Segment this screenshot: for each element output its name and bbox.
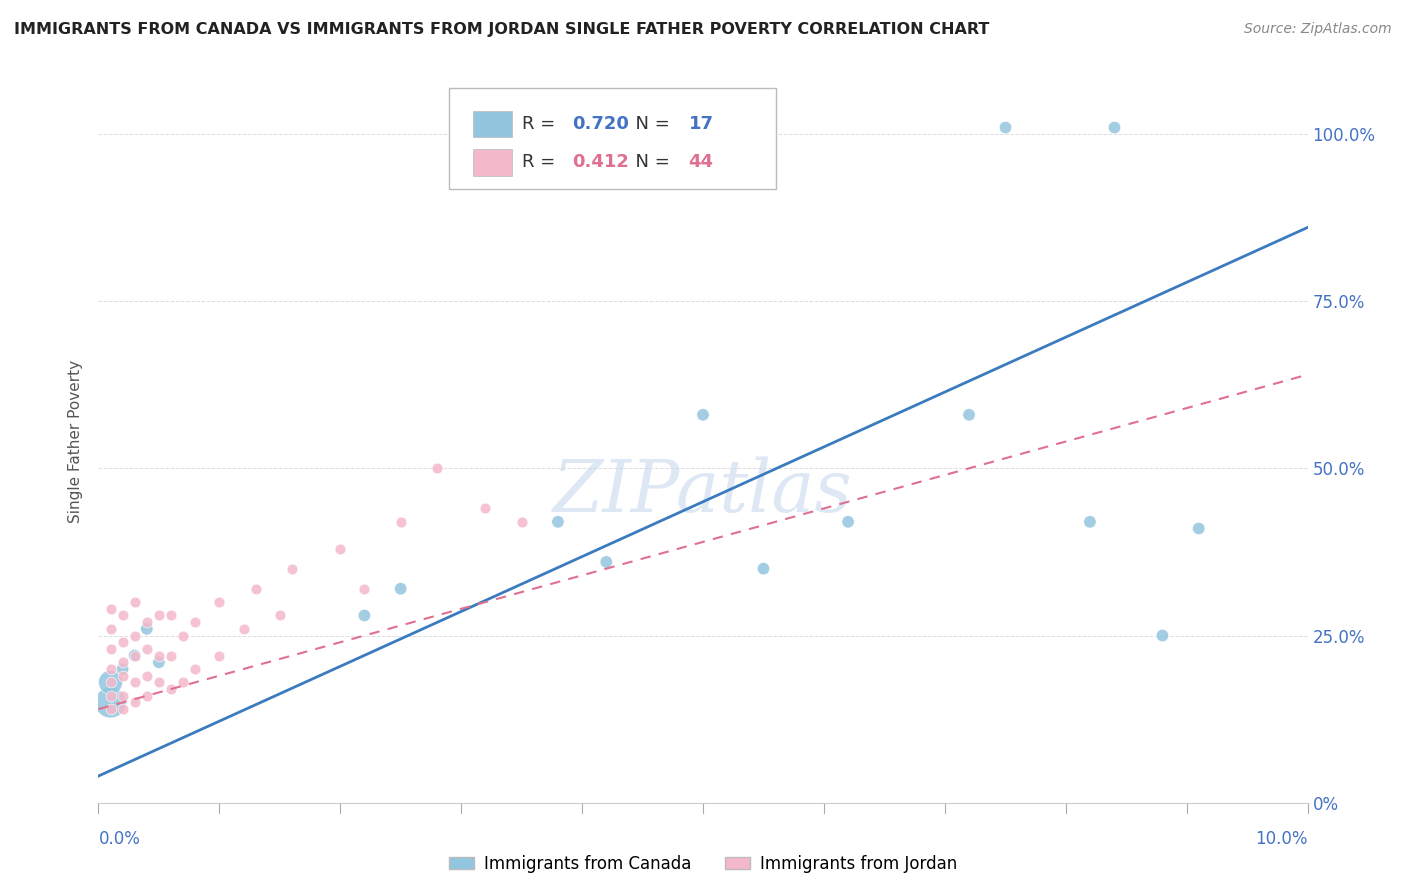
Point bbox=[172, 675, 194, 690]
Point bbox=[135, 622, 157, 636]
Text: 0.412: 0.412 bbox=[572, 153, 630, 171]
Point bbox=[547, 515, 569, 529]
Point bbox=[135, 669, 157, 683]
Point bbox=[389, 582, 412, 596]
Point bbox=[124, 595, 146, 609]
Text: Source: ZipAtlas.com: Source: ZipAtlas.com bbox=[1244, 22, 1392, 37]
FancyBboxPatch shape bbox=[449, 87, 776, 189]
Point bbox=[124, 648, 146, 663]
Text: 44: 44 bbox=[689, 153, 713, 171]
Point bbox=[389, 515, 412, 529]
Point bbox=[111, 669, 134, 683]
Point bbox=[232, 622, 254, 636]
Point bbox=[100, 689, 122, 703]
Point bbox=[595, 555, 617, 569]
Point bbox=[124, 628, 146, 642]
FancyBboxPatch shape bbox=[474, 112, 512, 137]
Point bbox=[111, 702, 134, 716]
Point bbox=[1188, 521, 1211, 535]
Point bbox=[100, 642, 122, 657]
Point bbox=[124, 648, 146, 663]
Text: 10.0%: 10.0% bbox=[1256, 830, 1308, 847]
Point bbox=[100, 675, 122, 690]
Point bbox=[994, 120, 1017, 135]
Point bbox=[837, 515, 859, 529]
Point bbox=[281, 562, 304, 576]
Legend: Immigrants from Canada, Immigrants from Jordan: Immigrants from Canada, Immigrants from … bbox=[443, 848, 963, 880]
Point bbox=[100, 622, 122, 636]
Text: R =: R = bbox=[522, 153, 561, 171]
Point bbox=[426, 461, 449, 475]
Text: N =: N = bbox=[624, 153, 676, 171]
Text: 0.0%: 0.0% bbox=[98, 830, 141, 847]
Point bbox=[111, 655, 134, 669]
Point bbox=[184, 662, 207, 676]
Point bbox=[148, 648, 170, 663]
Text: R =: R = bbox=[522, 115, 561, 133]
Text: IMMIGRANTS FROM CANADA VS IMMIGRANTS FROM JORDAN SINGLE FATHER POVERTY CORRELATI: IMMIGRANTS FROM CANADA VS IMMIGRANTS FRO… bbox=[14, 22, 990, 37]
Text: ZIPatlas: ZIPatlas bbox=[553, 457, 853, 527]
Point bbox=[100, 602, 122, 616]
Point bbox=[160, 648, 183, 663]
Point bbox=[124, 675, 146, 690]
Point bbox=[111, 662, 134, 676]
Point bbox=[245, 582, 267, 596]
Point bbox=[353, 582, 375, 596]
Point bbox=[1152, 628, 1174, 642]
Text: 0.720: 0.720 bbox=[572, 115, 630, 133]
Text: 17: 17 bbox=[689, 115, 713, 133]
Point bbox=[100, 675, 122, 690]
Point bbox=[172, 628, 194, 642]
Point bbox=[1102, 120, 1125, 135]
Point bbox=[148, 655, 170, 669]
Point bbox=[111, 689, 134, 703]
Point bbox=[135, 642, 157, 657]
Point bbox=[692, 408, 714, 422]
Point bbox=[329, 541, 352, 556]
Point bbox=[474, 501, 496, 516]
Point bbox=[135, 615, 157, 630]
Point bbox=[124, 696, 146, 710]
Point bbox=[100, 702, 122, 716]
FancyBboxPatch shape bbox=[474, 149, 512, 176]
Text: N =: N = bbox=[624, 115, 676, 133]
Point bbox=[111, 635, 134, 649]
Point bbox=[135, 689, 157, 703]
Point bbox=[148, 675, 170, 690]
Point bbox=[184, 615, 207, 630]
Point bbox=[208, 648, 231, 663]
Point bbox=[148, 608, 170, 623]
Point bbox=[1078, 515, 1101, 529]
Point bbox=[100, 696, 122, 710]
Point bbox=[111, 608, 134, 623]
Point bbox=[100, 662, 122, 676]
Point bbox=[208, 595, 231, 609]
Point bbox=[957, 408, 980, 422]
Point bbox=[353, 608, 375, 623]
Point bbox=[160, 681, 183, 696]
Point bbox=[269, 608, 291, 623]
Y-axis label: Single Father Poverty: Single Father Poverty bbox=[67, 360, 83, 523]
Point bbox=[510, 515, 533, 529]
Point bbox=[752, 562, 775, 576]
Point bbox=[160, 608, 183, 623]
